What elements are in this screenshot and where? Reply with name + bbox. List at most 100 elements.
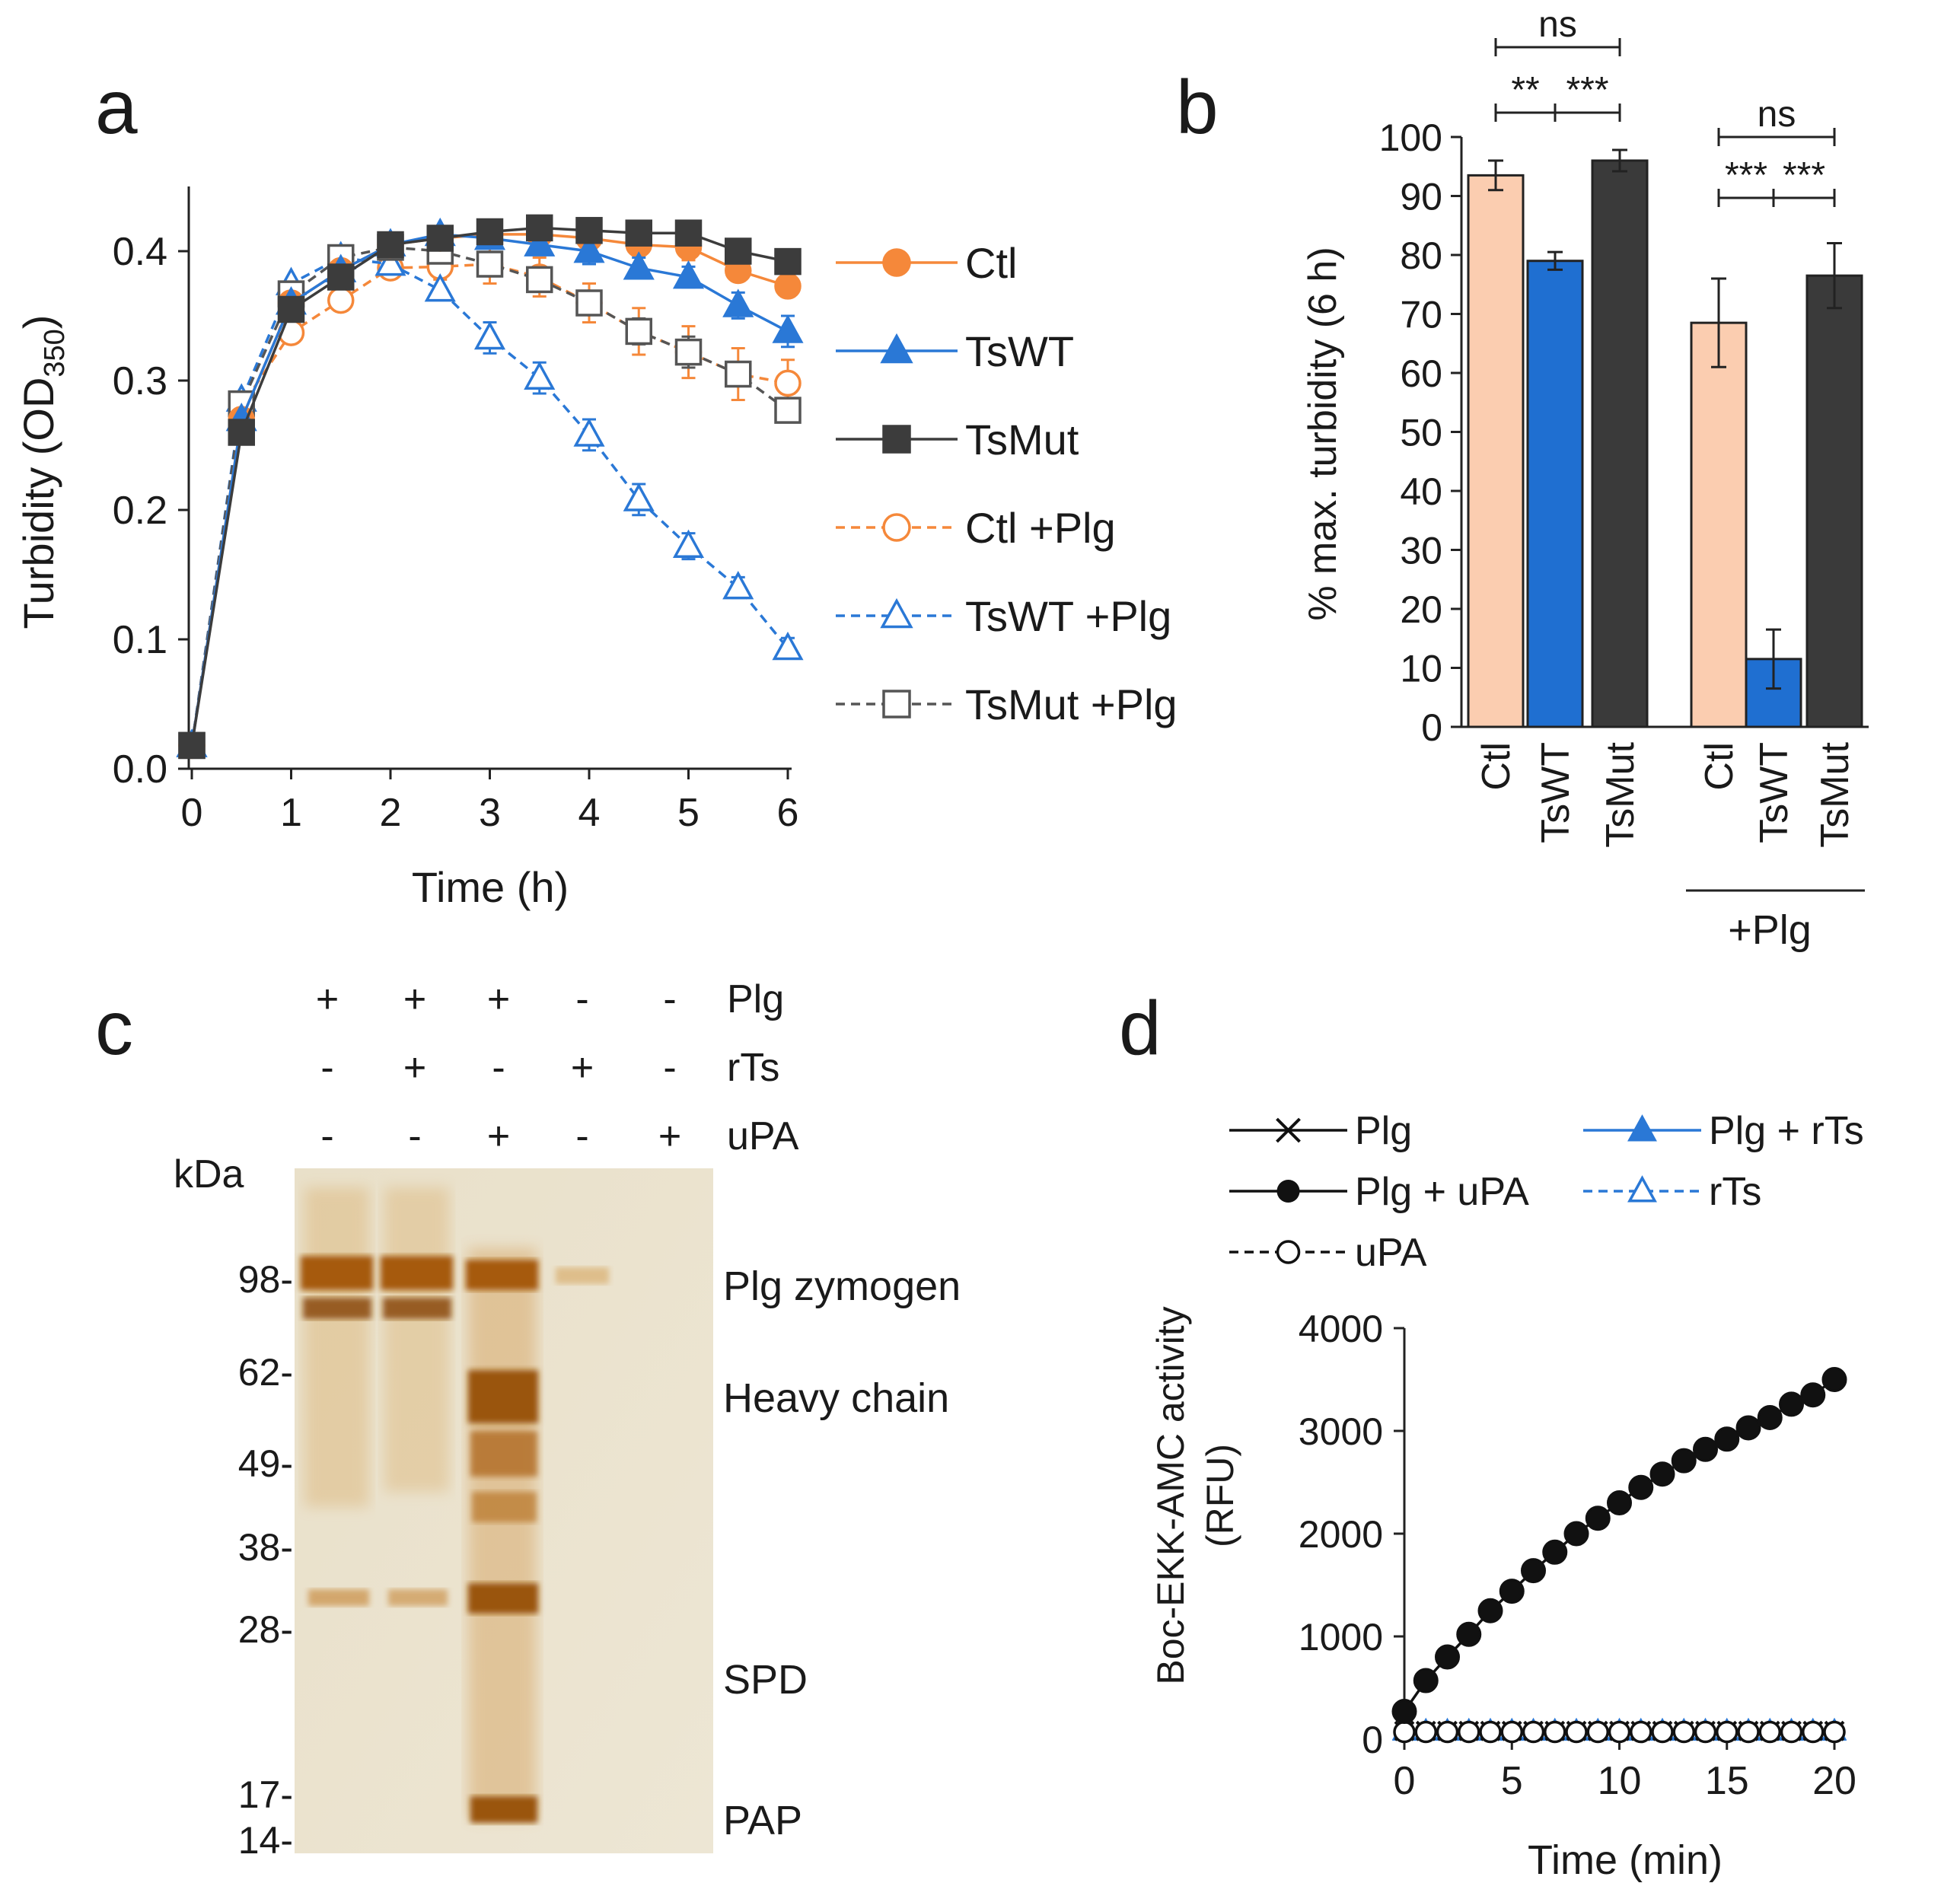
- b-bar: [1690, 321, 1748, 728]
- a-data-point: [178, 731, 206, 760]
- d-data-point: [1800, 1382, 1826, 1408]
- d-y-tick-label: 4000: [1299, 1308, 1383, 1350]
- a-legend-item: TsMut +Plg: [836, 680, 1178, 728]
- panel-a-line-chart: 0.0 0.1 0.2 0.3 0.4 0 1 2 3 4 5 6 Time (h) Turbidit…: [14, 186, 1178, 911]
- a-y-tick-label: 0.1: [113, 618, 167, 662]
- gel-sign: -: [663, 977, 676, 1021]
- a-legend-marker: [882, 690, 911, 718]
- d-data-point: [1651, 1720, 1674, 1744]
- a-legend-label: TsWT: [965, 327, 1074, 375]
- b-category-label: TsMut: [1813, 741, 1857, 847]
- a-legend-item: Ctl: [836, 239, 1017, 287]
- a-legend-item: Ctl +Plg: [836, 504, 1116, 552]
- d-data-point: [1608, 1720, 1631, 1744]
- d-data-point: [1758, 1720, 1781, 1744]
- gel-sign: -: [663, 1046, 676, 1090]
- a-data-point: [524, 228, 556, 256]
- gel-marker-label: 28-: [238, 1608, 293, 1651]
- a-series-tsmutplg: [178, 234, 802, 760]
- a-x-tick-label: 2: [380, 791, 402, 835]
- panel-c-gel: + + + - - Plg - + - + - rTs - - + - + uPA kDa 98- 62- 49- 38…: [174, 977, 961, 1862]
- a-series-tsmut: [178, 214, 802, 760]
- b-y-tick-label: 10: [1400, 648, 1442, 690]
- gel-lane3-smear: [468, 1248, 537, 1819]
- gel-lane1-smear: [304, 1187, 369, 1507]
- gel-sign: +: [316, 977, 339, 1021]
- gel-row-label: rTs: [727, 1046, 779, 1090]
- d-legend-item: rTs: [1583, 1170, 1761, 1214]
- d-y-tick-label: 0: [1362, 1719, 1383, 1761]
- a-data-point: [774, 247, 802, 276]
- d-data-point: [1413, 1668, 1439, 1693]
- panel-d-line-chart: 0 1000 2000 3000 4000 0 5 10 15 20 Time (min) Boc…: [1149, 1109, 1864, 1883]
- a-data-point: [772, 314, 804, 343]
- a-x-axis-label: Time (h): [412, 863, 569, 911]
- b-y-tick-label: 80: [1400, 234, 1442, 277]
- panel-letter-d: d: [1119, 986, 1162, 1071]
- gel-lane3-band-low: [472, 1492, 537, 1522]
- b-y-axis-label: % max. turbidity (6 h): [1301, 247, 1345, 620]
- d-data-point: [1391, 1699, 1417, 1725]
- a-data-point: [524, 361, 556, 390]
- d-legend-marker: [1276, 1180, 1300, 1203]
- b-significance-label: ns: [1538, 5, 1577, 45]
- a-legend-item: TsWT +Plg: [836, 592, 1171, 640]
- d-data-point: [1586, 1720, 1609, 1744]
- gel-lane3-band-heavy: [468, 1370, 538, 1423]
- a-data-point: [327, 286, 355, 314]
- a-y-tick-label: 0.4: [113, 230, 167, 274]
- a-data-point: [426, 225, 454, 252]
- gel-marker-label: 14-: [238, 1819, 293, 1862]
- b-error-bar: [1488, 159, 1503, 192]
- d-data-point: [1477, 1598, 1503, 1623]
- b-y-tick-label: 50: [1400, 412, 1442, 454]
- gel-marker-label: 98-: [238, 1258, 293, 1301]
- d-data-point: [1414, 1720, 1437, 1744]
- a-legend-label: TsMut: [965, 416, 1079, 464]
- a-data-point: [473, 320, 506, 350]
- a-legend-label: TsMut +Plg: [965, 680, 1178, 728]
- b-significance-label: ***: [1566, 70, 1608, 110]
- a-x-tick-label: 3: [479, 791, 501, 835]
- gel-lane2-band-28: [388, 1589, 448, 1606]
- a-legend-label: TsWT +Plg: [965, 592, 1171, 640]
- a-legend-marker: [882, 425, 911, 454]
- b-significance-label: ***: [1725, 155, 1767, 196]
- gel-marker-label: 17-: [238, 1773, 293, 1816]
- gel-band-label: PAP: [723, 1798, 802, 1843]
- gel-sign: -: [575, 977, 588, 1021]
- d-data-point: [1563, 1521, 1589, 1547]
- d-series-upa: [1393, 1720, 1846, 1744]
- b-bar: [1591, 159, 1649, 728]
- d-data-point: [1737, 1720, 1760, 1744]
- b-significance-bracket: ns: [1717, 94, 1836, 146]
- b-bar: [1467, 174, 1525, 728]
- gel-lane3-band-zymogen: [466, 1260, 538, 1290]
- b-bar: [1805, 274, 1863, 728]
- a-y-tick-label: 0.2: [113, 489, 167, 533]
- a-legend-label: Ctl +Plg: [965, 504, 1116, 552]
- gel-lane4-band-faint: [556, 1267, 609, 1284]
- a-data-point: [774, 397, 802, 424]
- d-legend-marker: [1276, 1240, 1301, 1264]
- a-data-point: [722, 570, 754, 600]
- d-data-point: [1779, 1391, 1804, 1417]
- b-category-label: TsWT: [1534, 742, 1578, 843]
- a-y-axis-label: Turbidity (OD350): [14, 315, 71, 629]
- a-data-point: [575, 217, 603, 244]
- a-legend-marker: [882, 248, 911, 277]
- d-data-point: [1393, 1720, 1416, 1744]
- d-legend-item: Plg: [1229, 1109, 1412, 1153]
- d-data-point: [1585, 1505, 1611, 1531]
- b-category-label: TsWT: [1752, 742, 1796, 843]
- a-data-point: [277, 295, 305, 323]
- a-data-point: [526, 266, 553, 294]
- a-data-point: [725, 237, 752, 265]
- d-x-tick-label: 20: [1812, 1759, 1856, 1803]
- b-error-bar: [1547, 250, 1563, 271]
- a-data-point: [625, 317, 652, 346]
- a-series-tswt: [176, 217, 804, 757]
- b-category-label: Ctl: [1474, 742, 1519, 791]
- gel-lanes: [301, 1187, 609, 1823]
